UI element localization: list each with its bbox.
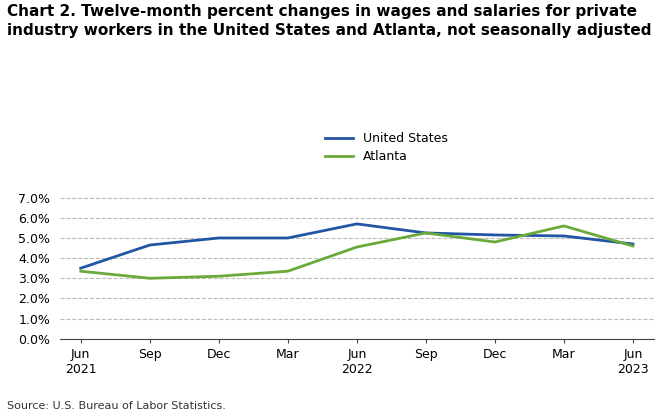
- United States: [77, 266, 85, 271]
- Line: Atlanta: Atlanta: [81, 226, 633, 278]
- Atlanta: [77, 269, 85, 274]
- Atlanta: [560, 223, 568, 228]
- Text: Chart 2. Twelve-month percent changes in wages and salaries for private
industry: Chart 2. Twelve-month percent changes in…: [7, 4, 651, 38]
- Atlanta: [215, 274, 223, 279]
- United States: [284, 235, 292, 240]
- United States: [560, 233, 568, 238]
- United States: [491, 233, 499, 237]
- United States: [422, 230, 430, 235]
- Atlanta: [629, 244, 637, 249]
- Atlanta: [353, 244, 361, 249]
- Text: Source: U.S. Bureau of Labor Statistics.: Source: U.S. Bureau of Labor Statistics.: [7, 401, 225, 411]
- United States: [146, 242, 154, 247]
- United States: [353, 221, 361, 226]
- Atlanta: [284, 269, 292, 274]
- United States: [629, 242, 637, 247]
- Line: United States: United States: [81, 224, 633, 268]
- United States: [215, 235, 223, 240]
- Atlanta: [491, 240, 499, 244]
- Atlanta: [422, 230, 430, 235]
- Legend: United States, Atlanta: United States, Atlanta: [325, 132, 448, 163]
- Atlanta: [146, 276, 154, 281]
